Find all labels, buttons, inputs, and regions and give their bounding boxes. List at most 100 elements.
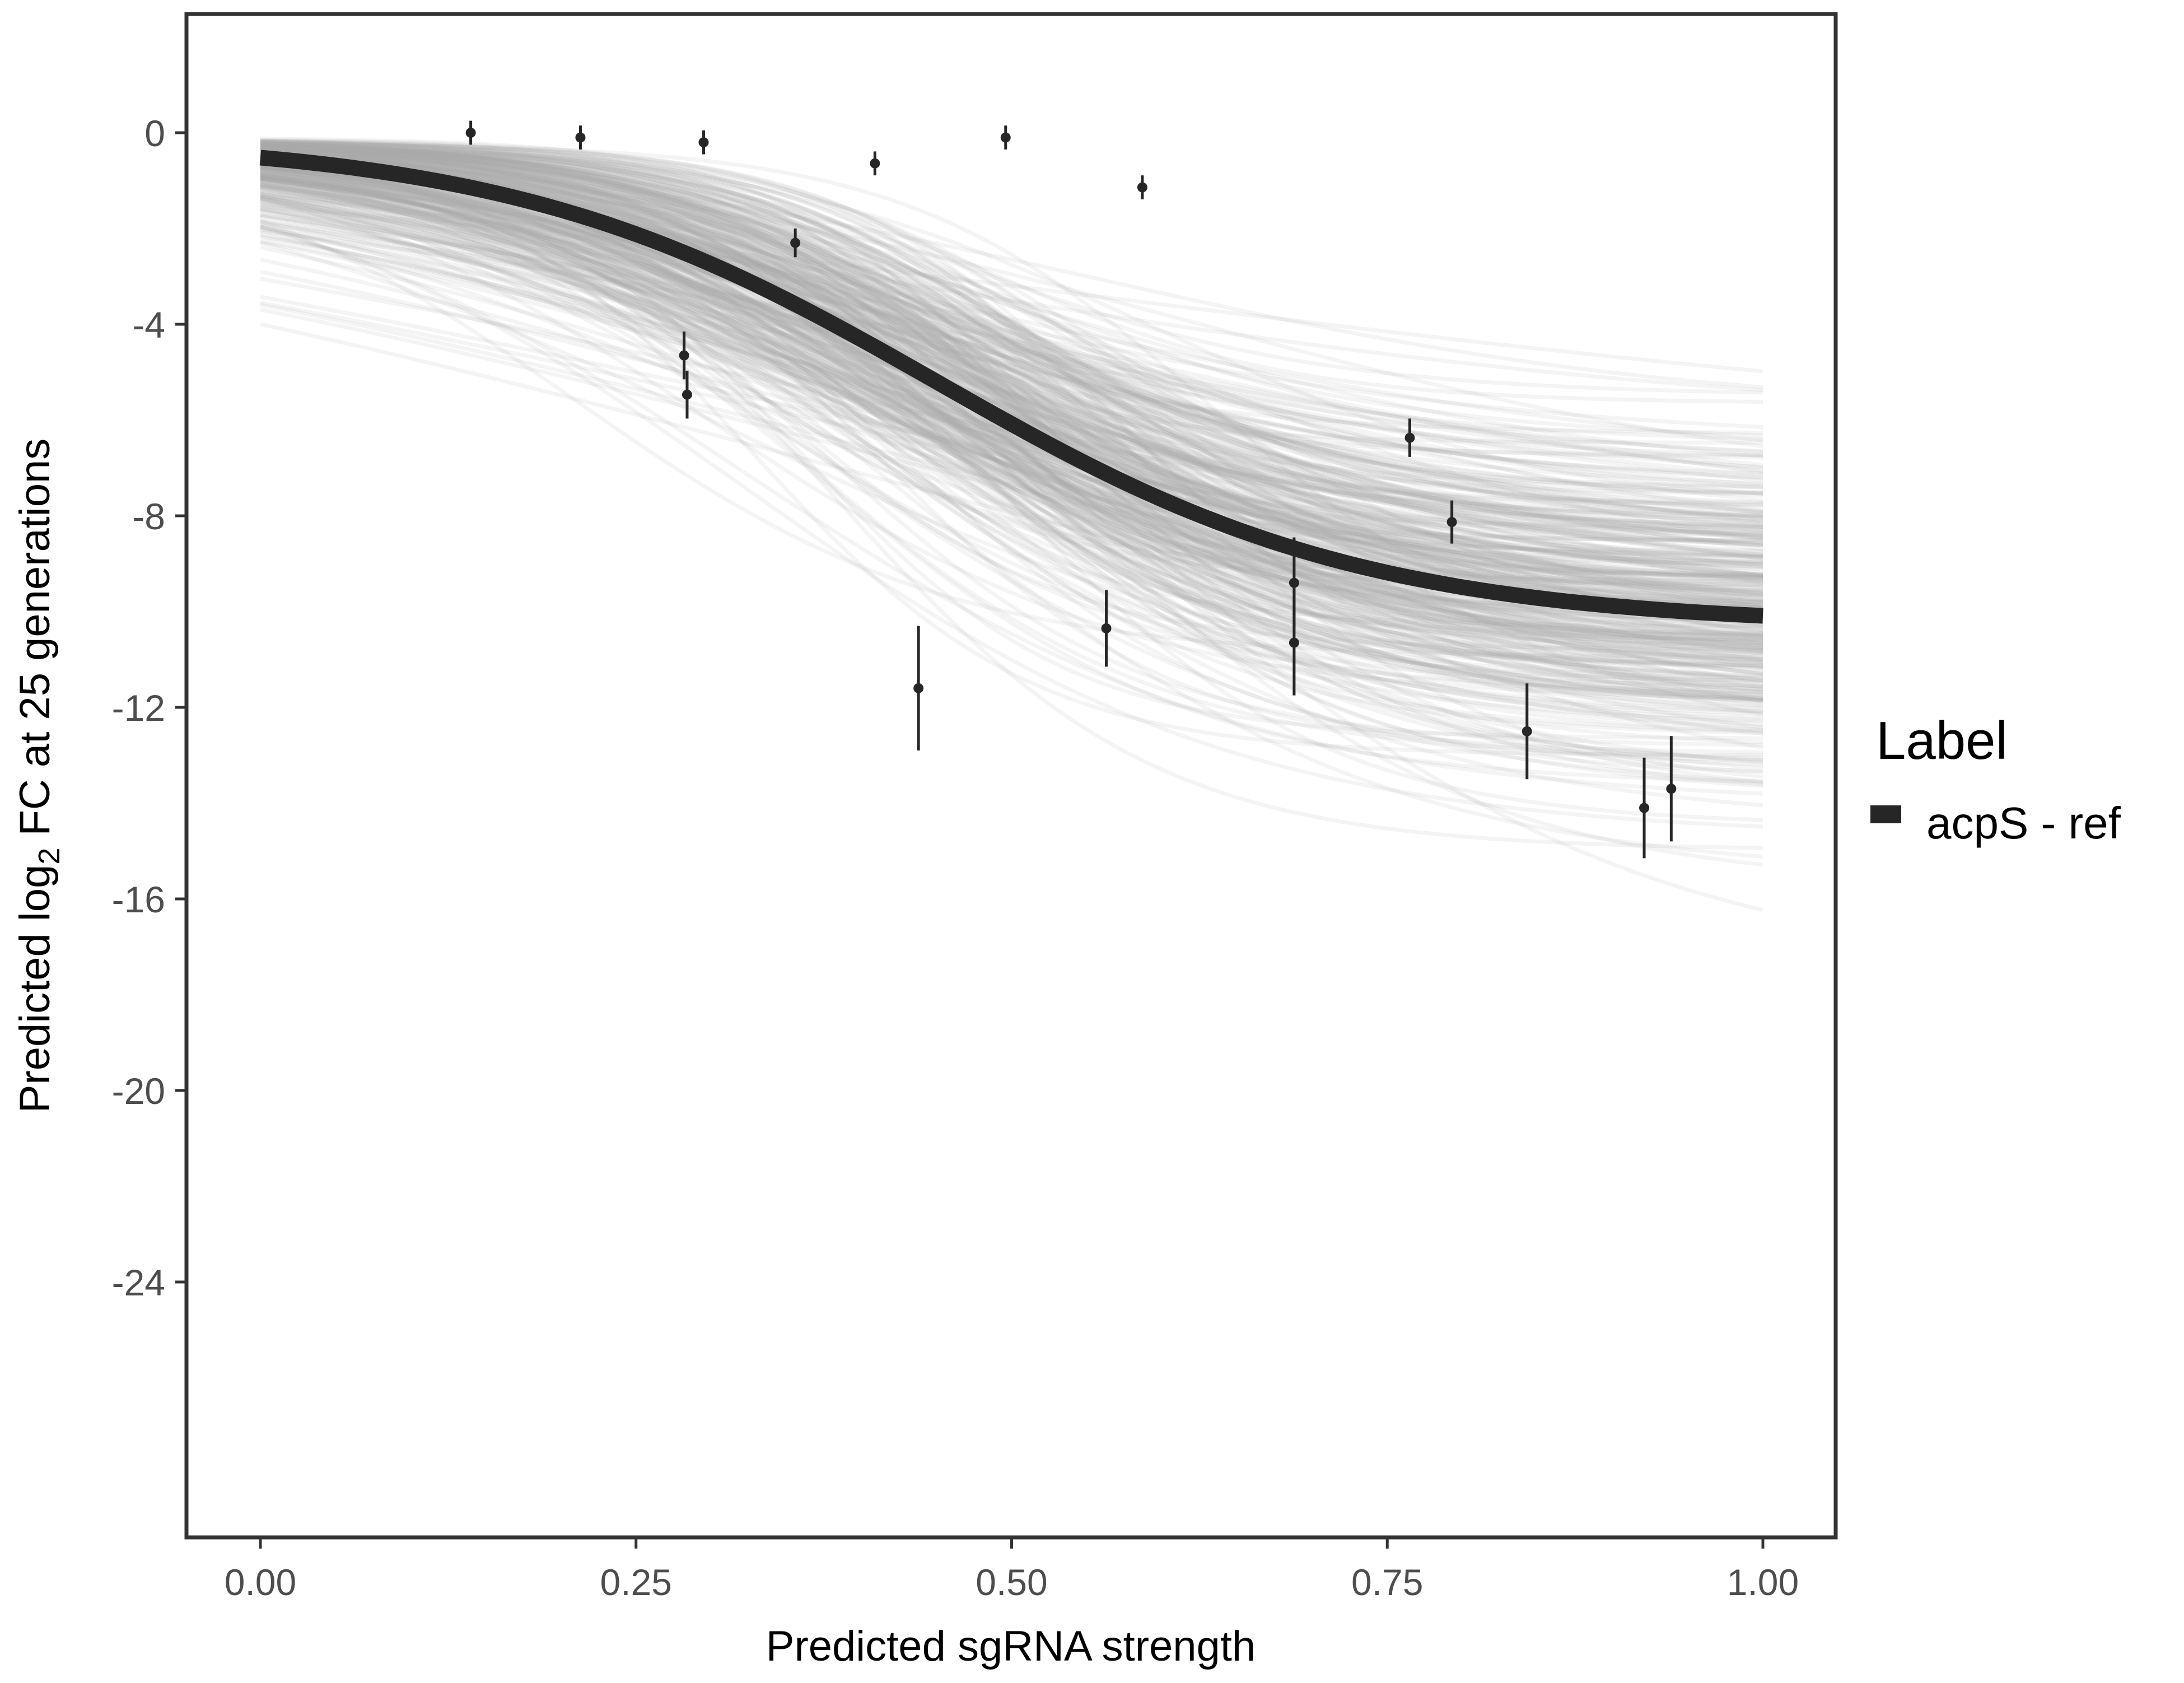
posterior-draw-line <box>260 207 1763 649</box>
posterior-draw-line <box>260 164 1763 644</box>
posterior-draw-line <box>260 152 1763 628</box>
posterior-draw-line <box>260 169 1763 648</box>
posterior-draw-line <box>260 144 1763 697</box>
point-marker <box>682 389 692 400</box>
posterior-draw-line <box>260 173 1763 694</box>
posterior-draw-line <box>260 142 1763 679</box>
posterior-draw-line <box>260 147 1763 647</box>
posterior-draw-line <box>260 148 1763 621</box>
posterior-draw-line <box>260 155 1763 701</box>
posterior-draw-line <box>260 144 1763 597</box>
posterior-draw-line <box>260 142 1763 762</box>
posterior-draw-line <box>260 142 1763 692</box>
posterior-draw-line <box>260 234 1763 628</box>
posterior-draw-line <box>260 207 1763 580</box>
legend-label: acpS - ref <box>1926 798 2121 848</box>
posterior-draw-line <box>260 192 1763 576</box>
posterior-draw-line <box>260 165 1763 661</box>
posterior-draw-line <box>260 301 1763 596</box>
posterior-draw-line <box>260 198 1763 647</box>
posterior-draw-line <box>260 192 1763 579</box>
posterior-draw-line <box>260 142 1763 537</box>
posterior-draw-line <box>260 148 1763 655</box>
legend-title: Label <box>1876 711 2008 771</box>
posterior-draw-line <box>260 165 1763 775</box>
posterior-draw-line <box>260 143 1763 569</box>
posterior-draw-line <box>260 174 1763 496</box>
posterior-draw-line <box>260 174 1763 614</box>
posterior-draw-line <box>260 148 1763 496</box>
posterior-draw-line <box>260 171 1763 690</box>
posterior-draw-line <box>260 152 1763 518</box>
point-marker <box>575 132 586 143</box>
posterior-draw-line <box>260 144 1763 637</box>
posterior-draw-line <box>260 178 1763 469</box>
posterior-draw-line <box>260 174 1763 765</box>
point-marker <box>790 237 801 248</box>
data-point <box>1404 418 1415 457</box>
posterior-draw-line <box>260 197 1763 701</box>
posterior-draw-line <box>260 186 1763 661</box>
point-marker <box>1137 182 1147 193</box>
posterior-draw-line <box>260 173 1763 711</box>
posterior-draw-line <box>260 139 1763 641</box>
posterior-draw-line <box>260 162 1763 635</box>
point-marker <box>1289 577 1299 588</box>
posterior-draw-line <box>260 145 1763 545</box>
posterior-draw-line <box>260 225 1763 593</box>
posterior-draw-line <box>260 165 1763 666</box>
posterior-draw-line <box>260 170 1763 540</box>
posterior-draw-line <box>260 141 1763 683</box>
posterior-draw-line <box>260 138 1763 507</box>
posterior-draw-line <box>260 176 1763 859</box>
posterior-draw-line <box>260 176 1763 691</box>
posterior-draw-line <box>260 143 1763 638</box>
posterior-draw-line <box>260 232 1763 578</box>
posterior-draw-line <box>259 224 1763 829</box>
posterior-draw-line <box>260 145 1763 537</box>
posterior-draw-line <box>260 192 1763 477</box>
posterior-draw-line <box>260 148 1763 622</box>
posterior-draw-line <box>260 176 1763 694</box>
posterior-draw-line <box>260 187 1763 561</box>
posterior-draw-line <box>260 178 1763 557</box>
posterior-draw-line <box>260 166 1763 543</box>
posterior-draw-line <box>260 167 1763 646</box>
posterior-draw-line <box>260 148 1763 505</box>
posterior-draw-line <box>260 160 1763 651</box>
posterior-draw-line <box>260 144 1763 509</box>
posterior-draw-line <box>260 145 1763 642</box>
posterior-draw-line <box>260 184 1763 442</box>
posterior-draw-line <box>260 175 1763 523</box>
posterior-draw-line <box>260 143 1763 642</box>
fit-curve-layer <box>259 150 1763 624</box>
posterior-draw-line <box>260 141 1763 558</box>
posterior-draw-line <box>260 137 1763 656</box>
posterior-draw-line <box>260 149 1763 495</box>
posterior-draw-line <box>260 160 1763 449</box>
posterior-draw-line <box>260 176 1763 651</box>
posterior-draw-line <box>260 171 1763 585</box>
point-marker <box>1289 637 1299 648</box>
point-marker <box>1101 623 1112 633</box>
posterior-draw-line <box>260 159 1763 520</box>
posterior-draw-line <box>260 169 1763 682</box>
posterior-draw-line <box>260 194 1763 393</box>
posterior-draw-line <box>260 148 1763 610</box>
posterior-draw-line <box>260 144 1763 665</box>
posterior-draw-line <box>260 183 1763 670</box>
posterior-draw-line <box>260 165 1763 598</box>
posterior-draw-line <box>260 179 1763 582</box>
posterior-draw-line <box>260 207 1763 547</box>
posterior-draw-line <box>260 199 1763 487</box>
posterior-draw-line <box>260 180 1763 565</box>
posterior-draw-line <box>260 185 1763 710</box>
posterior-draw-line <box>260 152 1763 540</box>
posterior-draw-line <box>260 146 1763 528</box>
posterior-draw-line <box>260 173 1763 707</box>
posterior-draw-line <box>260 145 1763 717</box>
posterior-draw-line <box>260 139 1763 529</box>
posterior-draw-line <box>260 183 1763 687</box>
posterior-draw-line <box>260 165 1763 714</box>
posterior-draw-line <box>260 174 1763 624</box>
